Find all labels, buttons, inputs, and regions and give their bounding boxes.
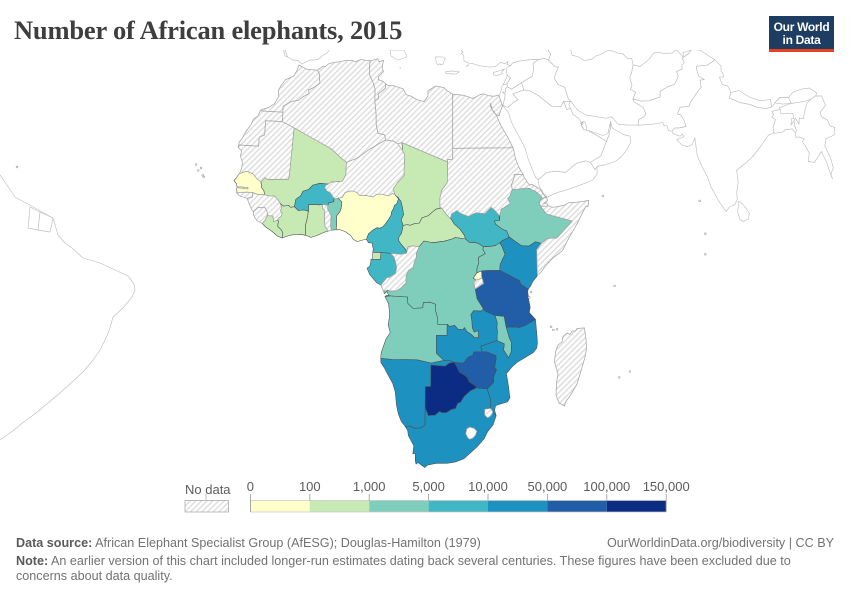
svg-text:150,000: 150,000	[643, 479, 690, 494]
svg-text:0: 0	[247, 479, 254, 494]
svg-text:100: 100	[299, 479, 321, 494]
svg-text:5,000: 5,000	[412, 479, 445, 494]
svg-text:1,000: 1,000	[353, 479, 386, 494]
svg-text:50,000: 50,000	[528, 479, 568, 494]
svg-text:No data: No data	[185, 482, 231, 497]
svg-text:100,000: 100,000	[583, 479, 630, 494]
svg-text:10,000: 10,000	[468, 479, 508, 494]
